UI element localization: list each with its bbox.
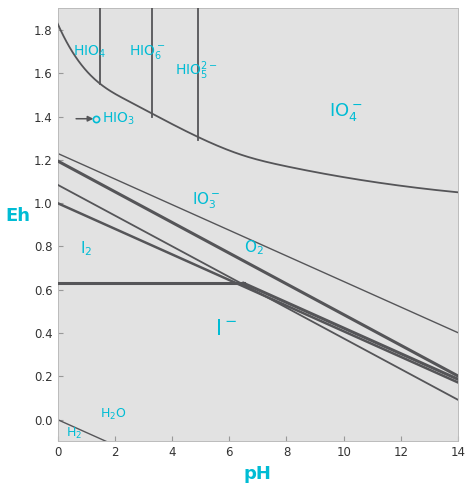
Text: HIO$_5^{2-}$: HIO$_5^{2-}$ bbox=[175, 60, 218, 82]
Text: HIO$_3$: HIO$_3$ bbox=[102, 110, 135, 127]
Text: O$_2$: O$_2$ bbox=[244, 238, 264, 257]
Text: H$_2$: H$_2$ bbox=[66, 426, 82, 441]
Text: I$^-$: I$^-$ bbox=[215, 319, 237, 339]
Text: H$_2$O: H$_2$O bbox=[100, 407, 127, 422]
Text: HIO$_6^-$: HIO$_6^-$ bbox=[129, 43, 166, 60]
Text: I$_2$: I$_2$ bbox=[81, 239, 93, 258]
Text: IO$_3^-$: IO$_3^-$ bbox=[192, 191, 220, 211]
Text: IO$_4^-$: IO$_4^-$ bbox=[329, 101, 363, 123]
Text: HIO$_4$: HIO$_4$ bbox=[73, 43, 107, 60]
Y-axis label: Eh: Eh bbox=[5, 207, 30, 225]
X-axis label: pH: pH bbox=[244, 464, 272, 483]
